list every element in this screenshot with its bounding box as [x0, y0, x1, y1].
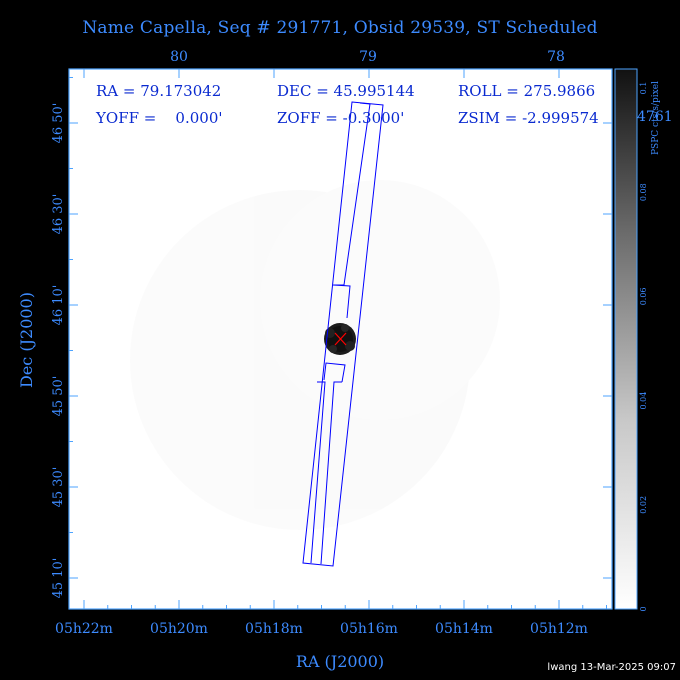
y-tick-label: 46 30' [51, 194, 66, 235]
x-tick-label-top: 80 [170, 49, 188, 65]
colorbar-label: PSPC cts/s/pixel [651, 81, 661, 155]
yoff-readout: YOFF = 0.000' [95, 109, 223, 127]
x-tick-label-top: 78 [547, 49, 565, 65]
x-axis-label: RA (J2000) [296, 652, 384, 671]
plot-frame [68, 68, 613, 610]
instrument-outline [302, 101, 384, 567]
y-tick-label: 46 10' [51, 285, 66, 326]
overflow-fragment: 4761 [637, 109, 673, 125]
dec-readout: DEC = 45.995144 [277, 82, 415, 100]
colorbar [614, 68, 638, 610]
credit-line: lwang 13-Mar-2025 09:07 [547, 662, 676, 673]
y-tick-label: 45 30' [51, 467, 66, 508]
source-marker [334, 332, 347, 346]
colorbar-tick-label: 0.02 [639, 496, 648, 514]
x-tick-label-bottom: 05h20m [150, 621, 208, 637]
chart-title: Name Capella, Seq # 291771, Obsid 29539,… [82, 18, 598, 38]
colorbar-tick-label: 0 [639, 606, 648, 611]
roll-readout: ROLL = 275.9866 [458, 82, 595, 100]
tick-marks [69, 69, 612, 609]
y-tick-label: 45 50' [51, 376, 66, 417]
zoff-readout: ZOFF = -0.3000' [277, 109, 404, 127]
x-tick-label-bottom: 05h12m [530, 621, 588, 637]
y-tick-label: 46 50' [51, 103, 66, 144]
zsim-readout: ZSIM = -2.999574 [458, 109, 599, 127]
y-axis-label: Dec (J2000) [17, 292, 36, 388]
x-tick-label-bottom: 05h16m [340, 621, 398, 637]
diffuse-background [130, 180, 500, 530]
y-tick-label: 45 10' [51, 558, 66, 599]
colorbar-tick-label: 0.04 [639, 392, 648, 410]
colorbar-tick-label: 0.08 [639, 183, 648, 201]
colorbar-tick-label: 0.1 [639, 82, 648, 95]
colorbar-tick-label: 0.06 [639, 287, 648, 305]
x-tick-label-bottom: 05h18m [245, 621, 303, 637]
x-tick-label-bottom: 05h14m [435, 621, 493, 637]
x-tick-label-top: 79 [359, 49, 377, 65]
ra-readout: RA = 79.173042 [96, 82, 221, 100]
x-tick-label-bottom: 05h22m [55, 621, 113, 637]
